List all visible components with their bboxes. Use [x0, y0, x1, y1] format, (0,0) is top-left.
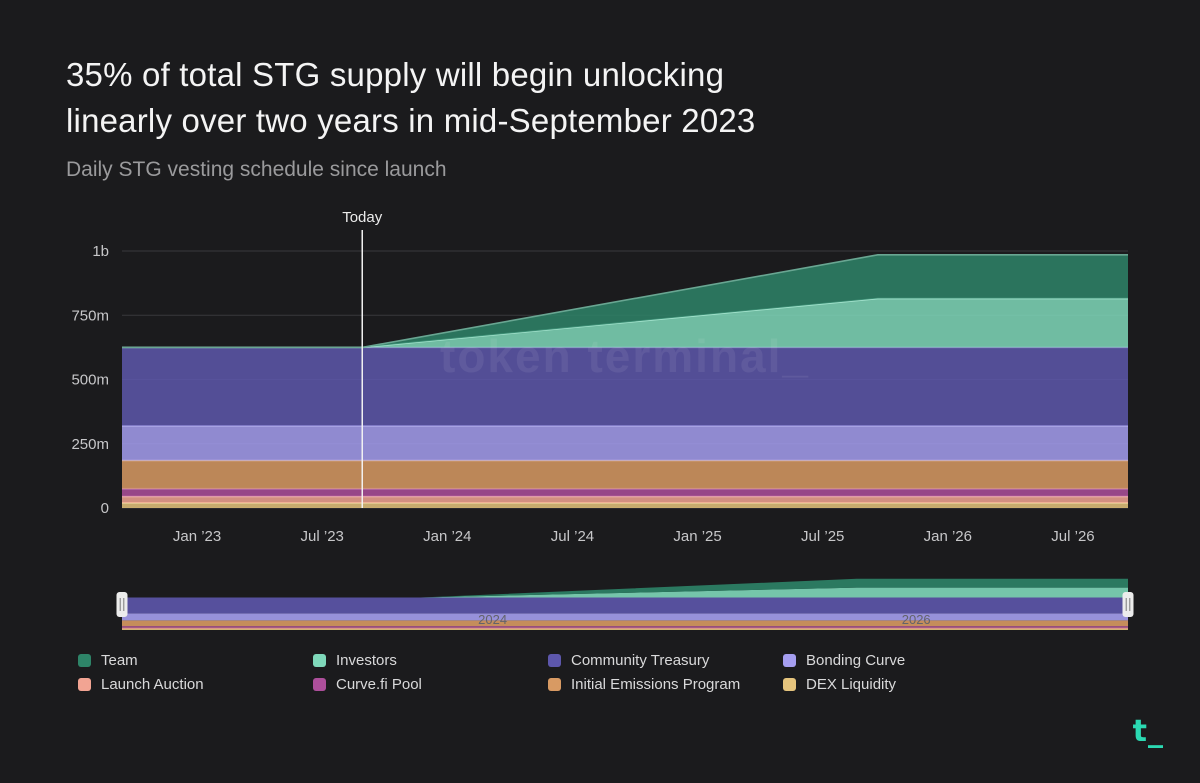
area-initial-emissions-program — [122, 620, 1128, 627]
x-axis-label: Jul ’24 — [551, 528, 594, 545]
chart-legend: Team Investors Community Treasury Bonding C… — [78, 652, 1018, 693]
legend-item-dex-liquidity[interactable]: DEX Liquidity — [783, 676, 1018, 693]
initial-emissions-program-swatch-icon — [548, 678, 561, 691]
x-axis-label: Jul ’25 — [801, 528, 844, 545]
area-investors — [122, 587, 1128, 598]
legend-item-investors[interactable]: Investors — [313, 652, 548, 669]
x-axis-label: Jul ’23 — [301, 528, 344, 545]
area-dex-liquidity — [122, 502, 1128, 508]
x-axis: Jan ’23 Jul ’23 Jan ’24 Jul ’24 Jan ’25 Jul ’… — [173, 528, 1095, 545]
y-axis-label: 500m — [71, 372, 109, 389]
area-team — [122, 254, 1128, 348]
legend-label: Bonding Curve — [806, 652, 906, 669]
page-title-line2: linearly over two years in mid-September… — [66, 102, 756, 139]
x-axis-label: Jan ’23 — [173, 528, 221, 545]
dex-liquidity-swatch-icon — [783, 678, 796, 691]
area-initial-emissions-program — [122, 460, 1128, 489]
grid: 0 250m 500m 750m 1b — [71, 243, 1128, 517]
page-title: 35% of total STG supply will begin unloc… — [66, 52, 926, 144]
launch-auction-swatch-icon — [78, 678, 91, 691]
legend-label: Investors — [336, 652, 397, 669]
brush-handle-right-grip[interactable] — [1122, 592, 1134, 617]
brush-year-label: 2026 — [902, 612, 931, 627]
area-curve-fi-pool — [122, 626, 1128, 628]
legend-label: Team — [101, 652, 138, 669]
area-launch-auction — [122, 496, 1128, 503]
chart-plot — [122, 254, 1128, 508]
y-axis-label: 750m — [71, 307, 109, 324]
area-curve-fi-pool — [122, 488, 1128, 497]
brush-handle-left-grip[interactable] — [116, 592, 128, 617]
legend-label: Initial Emissions Program — [571, 676, 741, 693]
community-treasury-swatch-icon — [548, 654, 561, 667]
area-top-edge-team — [122, 254, 1128, 349]
brush-handle-right[interactable] — [1122, 592, 1134, 617]
y-axis-label: 1b — [92, 243, 109, 260]
area-investors — [122, 298, 1128, 348]
today-marker: Today — [342, 209, 383, 508]
area-bonding-curve — [122, 613, 1128, 621]
legend-item-bonding-curve[interactable]: Bonding Curve — [783, 652, 1018, 669]
area-dex-liquidity — [122, 628, 1128, 630]
x-axis-label: Jan ’24 — [423, 528, 471, 545]
curve-fi-pool-swatch-icon — [313, 678, 326, 691]
area-team — [122, 578, 1128, 598]
legend-item-initial-emissions-program[interactable]: Initial Emissions Program — [548, 676, 783, 693]
x-axis-label: Jan ’25 — [673, 528, 721, 545]
x-axis-label: Jan ’26 — [924, 528, 972, 545]
y-axis-label: 250m — [71, 436, 109, 453]
investors-swatch-icon — [313, 654, 326, 667]
legend-label: Community Treasury — [571, 652, 710, 669]
area-bonding-curve — [122, 425, 1128, 461]
legend-label: Curve.fi Pool — [336, 676, 422, 693]
legend-item-curve-fi-pool[interactable]: Curve.fi Pool — [313, 676, 548, 693]
page-title-line1: 35% of total STG supply will begin unloc… — [66, 56, 725, 93]
legend-label: Launch Auction — [101, 676, 204, 693]
brush-handle-left[interactable] — [116, 592, 128, 617]
brush-year-label: 2024 — [478, 612, 507, 627]
today-label: Today — [342, 209, 383, 226]
bonding-curve-swatch-icon — [783, 654, 796, 667]
token-terminal-logo: t_ — [1132, 714, 1164, 749]
legend-item-community-treasury[interactable]: Community Treasury — [548, 652, 783, 669]
area-top-edge-investors — [122, 297, 1128, 349]
legend-item-launch-auction[interactable]: Launch Auction — [78, 676, 313, 693]
x-axis-label: Jul ’26 — [1051, 528, 1094, 545]
area-community-treasury — [122, 597, 1128, 614]
watermark: token terminal_ — [440, 330, 810, 382]
legend-label: DEX Liquidity — [806, 676, 897, 693]
area-community-treasury — [122, 347, 1128, 426]
brush-minimap[interactable]: 2024 2026 — [122, 578, 1128, 630]
team-swatch-icon — [78, 654, 91, 667]
y-axis-label: 0 — [101, 500, 109, 517]
area-launch-auction — [122, 627, 1128, 629]
chart-subtitle: Daily STG vesting schedule since launch — [66, 158, 447, 181]
legend-item-team[interactable]: Team — [78, 652, 313, 669]
